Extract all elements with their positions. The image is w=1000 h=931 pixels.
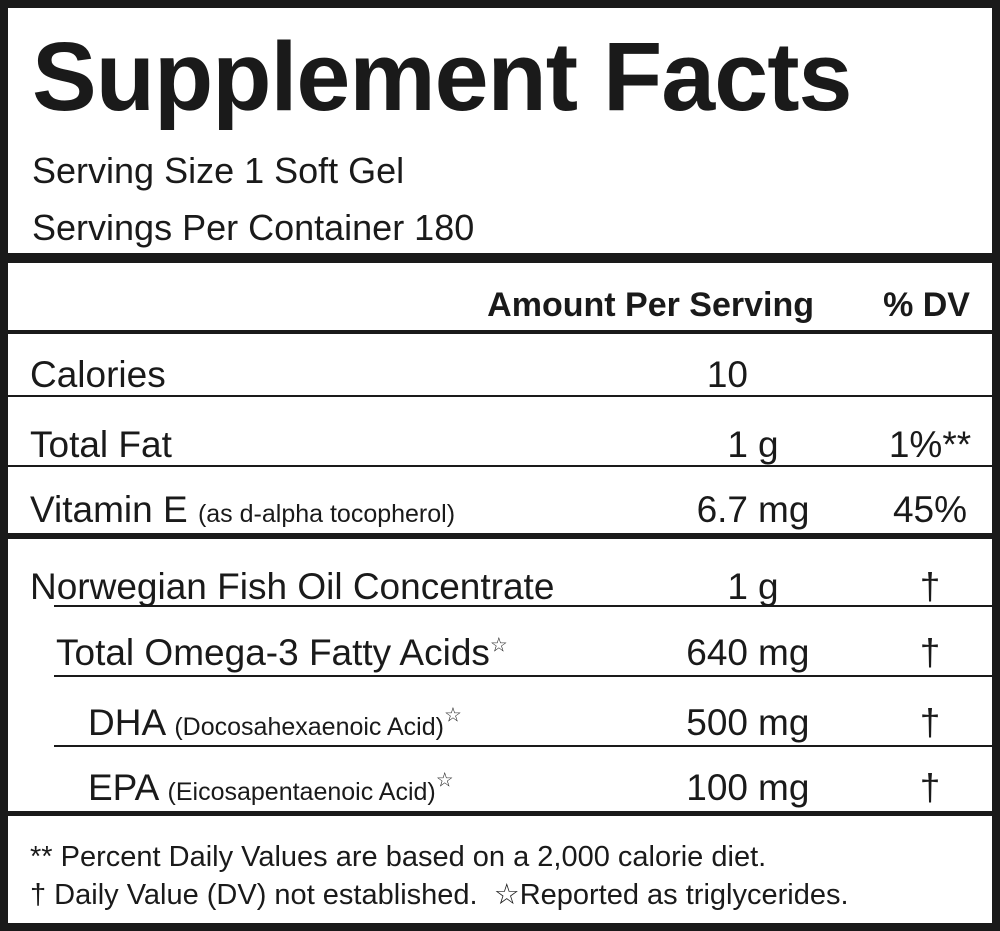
footnote-part: † Daily Value (DV) not established. [30, 879, 478, 911]
nutrient-row: Total Fat 1 g 1%** [8, 418, 992, 478]
rule [8, 330, 992, 334]
nutrient-name: Calories [30, 356, 166, 393]
name: Norwegian Fish Oil Concentrate [30, 566, 555, 607]
daily-value: † [919, 702, 941, 743]
footnote-part: ☆Reported as triglycerides. [493, 879, 849, 911]
amount: 500 [686, 702, 748, 743]
rule [8, 395, 992, 397]
nutrient-row: DHA (Docosahexaenoic Acid)☆ 500 mg † [8, 696, 992, 756]
nutrient-name: Total Fat [30, 426, 172, 463]
name: DHA [88, 702, 165, 743]
rule [8, 533, 992, 539]
nutrient-name: EPA (Eicosapentaenoic Acid)☆ [88, 769, 454, 806]
title: Supplement Facts [32, 22, 852, 131]
rule [8, 465, 992, 467]
serving-size: Serving Size 1 Soft Gel [32, 150, 405, 191]
rule [54, 605, 992, 607]
daily-value: † [919, 566, 941, 607]
rule [8, 811, 992, 816]
name: EPA [88, 767, 158, 808]
amount: 640 [686, 632, 748, 673]
nutrient-row: EPA (Eicosapentaenoic Acid)☆ 100 mg † [8, 761, 992, 821]
unit: g [758, 566, 779, 607]
note: (as d-alpha tocopherol) [197, 500, 456, 528]
nutrient-name: Norwegian Fish Oil Concentrate [30, 568, 554, 605]
amount: 1 [727, 566, 748, 607]
daily-value: 1%** [888, 424, 972, 465]
nutrient-row: Norwegian Fish Oil Concentrate 1 g † [8, 560, 992, 620]
footnote-mark: ☆ [489, 634, 508, 657]
name: Total Fat [30, 424, 172, 465]
amount: 10 [706, 354, 748, 395]
column-header: % DV [883, 286, 970, 324]
unit: g [758, 424, 779, 465]
unit: mg [758, 702, 810, 743]
unit: mg [758, 767, 810, 808]
nutrient-row: Vitamin E (as d-alpha tocopherol) 6.7 mg 45… [8, 483, 992, 543]
nutrient-name: Vitamin E (as d-alpha tocopherol) [30, 491, 455, 528]
servings-per-container: Servings Per Container 180 [32, 207, 475, 248]
footnote: † Daily Value (DV) not established. ☆Rep… [30, 881, 849, 910]
nutrient-name: Total Omega-3 Fatty Acids☆ [56, 634, 508, 671]
unit: mg [758, 632, 810, 673]
thick-rule [8, 253, 992, 263]
footnote-mark: ☆ [435, 769, 454, 792]
note: (Docosahexaenoic Acid) [174, 713, 444, 741]
amount: 6.7 [696, 489, 748, 530]
footnote-mark: ☆ [443, 704, 462, 727]
column-header: Amount Per Serving [487, 286, 814, 324]
amount: 100 [686, 767, 748, 808]
rule [54, 675, 992, 677]
daily-value: † [919, 767, 941, 808]
rule [54, 745, 992, 747]
name: Total Omega-3 Fatty Acids [56, 632, 490, 673]
note: (Eicosapentaenoic Acid) [167, 778, 436, 806]
daily-value: † [919, 632, 941, 673]
nutrient-row: Total Omega-3 Fatty Acids☆ 640 mg † [8, 626, 992, 686]
daily-value: 45% [892, 489, 968, 530]
name: Calories [30, 354, 166, 395]
footnote: ** Percent Daily Values are based on a 2… [30, 841, 767, 873]
amount: 1 [727, 424, 748, 465]
name: Vitamin E [30, 489, 188, 530]
unit: mg [758, 489, 810, 530]
nutrient-name: DHA (Docosahexaenoic Acid)☆ [88, 704, 462, 741]
nutrient-row: Calories 10 [8, 348, 992, 408]
